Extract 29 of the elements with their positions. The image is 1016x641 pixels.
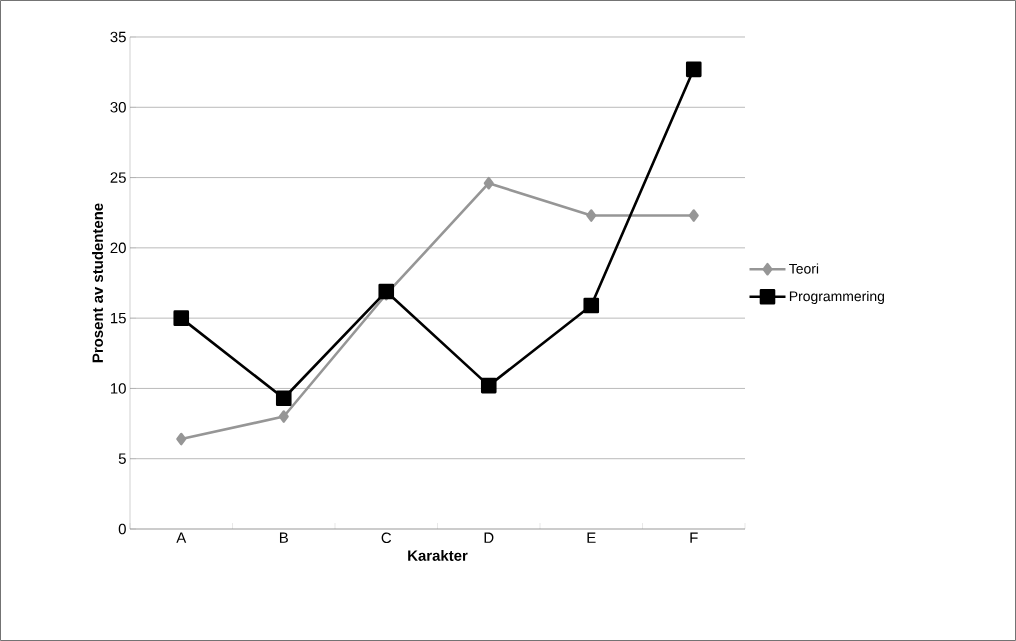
x-axis-title: Karakter	[408, 549, 468, 561]
point	[275, 390, 292, 407]
y-tick-label: 20	[110, 242, 126, 254]
y-tick-label: 0	[118, 523, 126, 535]
y-tick-label: 15	[111, 312, 126, 324]
y-tick-label: 5	[118, 453, 126, 464]
y-tick-label: 10	[111, 383, 126, 394]
point	[685, 61, 702, 78]
x-tick-label: E	[587, 532, 596, 543]
point	[378, 283, 395, 300]
y-tick-label: 25	[110, 172, 126, 183]
point	[483, 176, 494, 190]
legend-label: Teori	[789, 263, 819, 274]
point	[173, 310, 190, 326]
y-axis-title: Prosent av studentene	[92, 203, 104, 363]
point	[176, 432, 187, 446]
x-tick-label: A	[176, 532, 187, 543]
y-tick-label: 30	[110, 101, 126, 113]
x-tick-label: C	[381, 532, 392, 544]
point	[278, 410, 289, 423]
point	[586, 209, 597, 222]
y-tick-label: 35	[110, 31, 126, 43]
x-tick-label: F	[690, 532, 698, 543]
x-tick-label: D	[484, 532, 494, 543]
legend-label: Programmering	[789, 290, 884, 304]
point	[688, 209, 699, 222]
point	[480, 377, 497, 394]
x-tick-label: B	[279, 532, 288, 543]
point	[583, 297, 600, 314]
